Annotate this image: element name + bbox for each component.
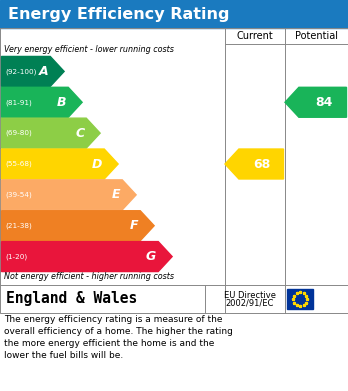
Text: 84: 84 (315, 96, 332, 109)
Polygon shape (1, 180, 136, 210)
Text: 2002/91/EC: 2002/91/EC (226, 298, 274, 307)
Text: F: F (130, 219, 138, 232)
Text: 68: 68 (253, 158, 270, 170)
Text: (69-80): (69-80) (5, 130, 32, 136)
Polygon shape (1, 242, 172, 272)
Polygon shape (1, 87, 82, 117)
Text: Very energy efficient - lower running costs: Very energy efficient - lower running co… (4, 45, 174, 54)
Polygon shape (285, 87, 347, 117)
Text: Current: Current (237, 31, 274, 41)
Text: The energy efficiency rating is a measure of the
overall efficiency of a home. T: The energy efficiency rating is a measur… (4, 315, 233, 361)
Text: (92-100): (92-100) (5, 68, 37, 75)
Polygon shape (1, 149, 118, 179)
Text: (39-54): (39-54) (5, 192, 32, 198)
Text: G: G (146, 250, 156, 263)
Text: Energy Efficiency Rating: Energy Efficiency Rating (8, 7, 229, 22)
Polygon shape (1, 56, 64, 86)
Bar (0, 28, 348, 313)
Text: A: A (39, 65, 48, 78)
Text: (81-91): (81-91) (5, 99, 32, 106)
Text: D: D (92, 158, 102, 170)
Text: C: C (75, 127, 84, 140)
Polygon shape (1, 211, 154, 241)
Bar (287, 289, 313, 309)
Bar (0, 0, 348, 28)
Text: (1-20): (1-20) (5, 253, 27, 260)
Text: Potential: Potential (295, 31, 338, 41)
Text: B: B (57, 96, 66, 109)
Text: (21-38): (21-38) (5, 222, 32, 229)
Text: England & Wales: England & Wales (6, 292, 137, 307)
Text: E: E (112, 188, 120, 201)
Polygon shape (1, 118, 100, 148)
Text: Not energy efficient - higher running costs: Not energy efficient - higher running co… (4, 272, 174, 281)
Text: EU Directive: EU Directive (224, 291, 276, 300)
Polygon shape (225, 149, 284, 179)
Text: (55-68): (55-68) (5, 161, 32, 167)
